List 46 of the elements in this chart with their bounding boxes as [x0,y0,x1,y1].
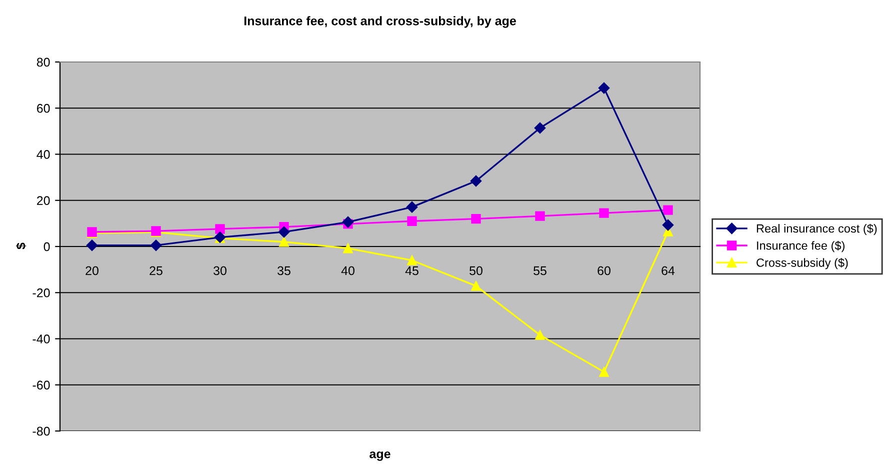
y-tick-label: 20 [37,196,50,206]
point [662,219,674,231]
legend-label: Cross-subsidy ($) [756,258,848,270]
y-axis-title: $ [16,242,26,250]
point [535,330,545,340]
point [278,226,290,238]
point [470,175,482,187]
x-tick-label: 40 [341,266,354,276]
legend-label: Real insurance cost ($) [756,224,877,235]
point [471,214,481,224]
x-tick-label: 50 [470,266,482,276]
y-tick-label: -80 [32,426,50,436]
point [407,216,417,226]
point [407,255,417,266]
x-tick-label: 64 [662,266,675,276]
y-tick-label: -20 [32,288,50,298]
point [663,205,673,215]
point [534,122,546,134]
point [150,240,162,251]
point [598,82,610,94]
point [599,208,609,218]
point [599,367,609,377]
point [471,281,481,291]
y-tick-label: -60 [32,380,50,390]
x-tick-label: 20 [86,266,98,276]
x-tick-label: 35 [278,266,290,276]
point [343,243,353,254]
y-tick-label: 0 [44,242,50,252]
chart-title: Insurance fee, cost and cross-subsidy, by age [244,16,516,28]
y-tick-label: 60 [37,104,50,113]
x-tick-label: 45 [405,266,418,276]
legend-label: Insurance fee ($) [757,240,844,252]
y-tick-label: 40 [36,150,50,159]
point [86,240,98,251]
point [215,224,225,234]
x-tick-label: 30 [214,266,226,276]
y-tick-label: 80 [36,58,50,67]
point [342,216,354,228]
x-tick-label: 60 [598,266,610,276]
point [535,211,545,221]
x-tick-label: 25 [150,266,162,276]
point [406,201,418,213]
x-tick-label: 55 [534,266,546,276]
y-tick-label: -40 [32,334,50,344]
point [279,237,289,247]
x-axis-title: age [370,451,390,461]
